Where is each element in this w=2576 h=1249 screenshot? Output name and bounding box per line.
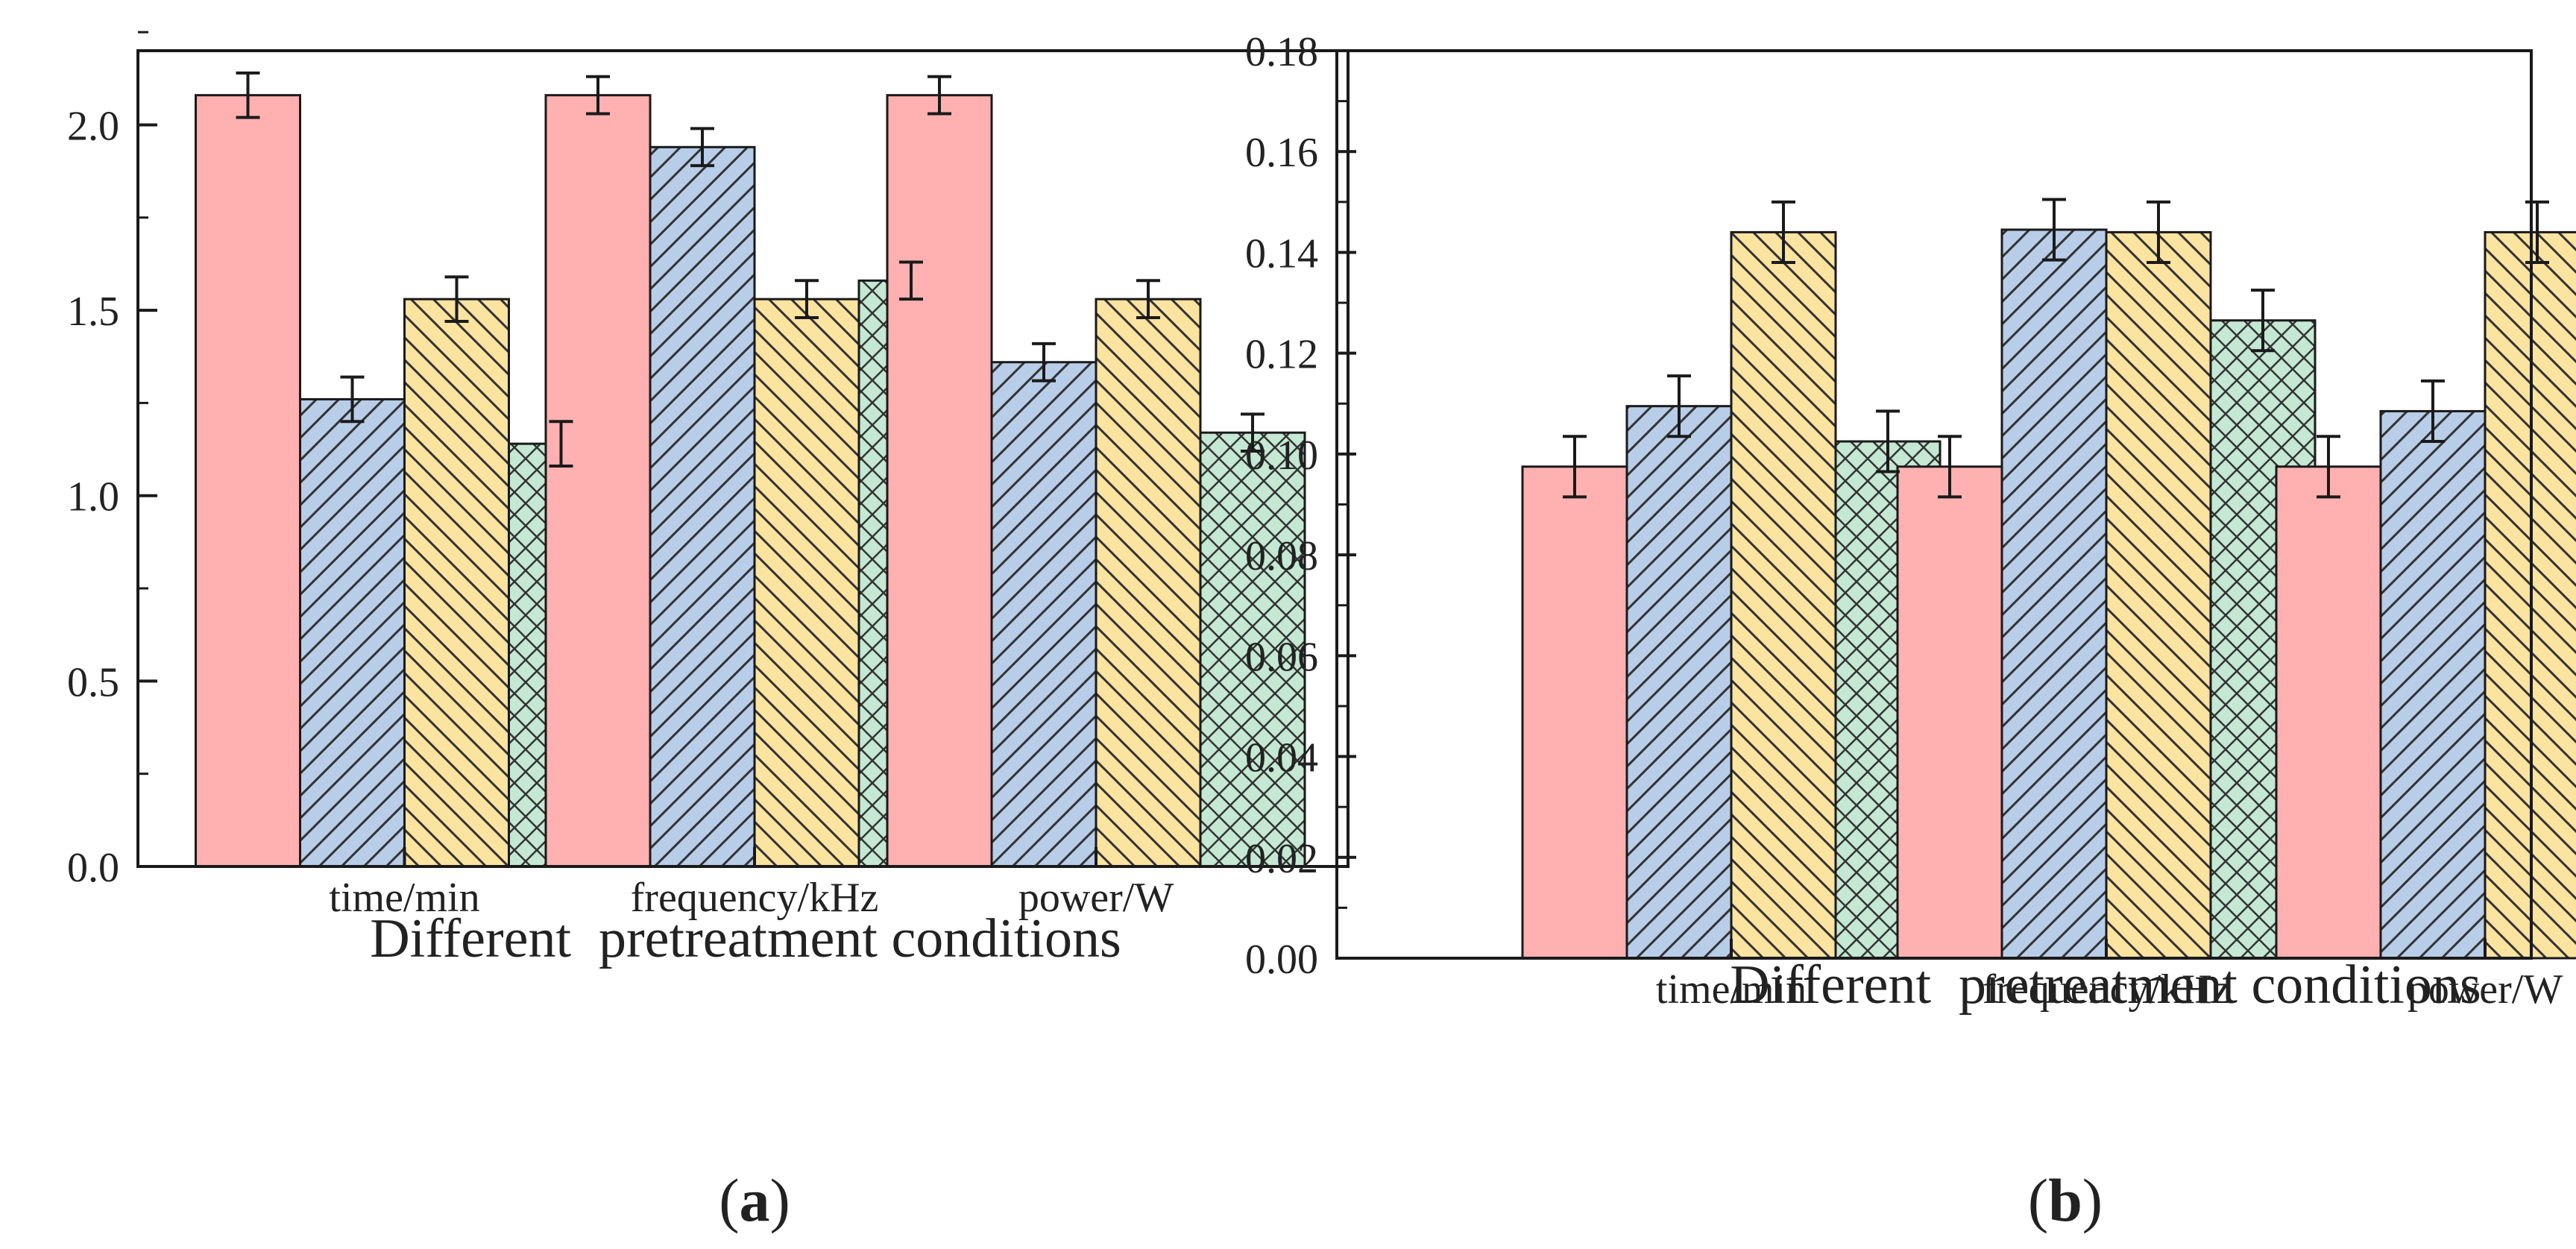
- panel-label-b-letter: b: [2048, 1166, 2082, 1234]
- error-bar-a-0-1: [340, 375, 365, 424]
- y-tick-labels-a: 0.0 0.5 1.0 1.5 2.0: [67, 103, 119, 891]
- error-bar-b-1-1: [2042, 198, 2066, 262]
- error-bar-a-2-0: [928, 75, 951, 116]
- bars-a: [195, 94, 1306, 868]
- error-bar-a-1-1: [690, 127, 714, 168]
- panel-label-b: (b): [2028, 1166, 2103, 1234]
- y-tick-label-b-6: 0.12: [1245, 332, 1318, 378]
- category-label-a-1: frequency/kHz: [631, 875, 879, 921]
- error-bar-a-2-3: [1241, 412, 1265, 453]
- y-tick-label-b-7: 0.14: [1245, 230, 1318, 277]
- error-bar-a-1-2: [795, 279, 819, 320]
- error-bar-a-2-2: [1136, 279, 1160, 320]
- bar-b-1-0: [1896, 465, 2003, 960]
- category-labels-b: time/min frequency/kHz power/W: [1656, 966, 2563, 1013]
- bar-b-0-1: [1625, 405, 1733, 960]
- y-tick-label-b-9: 0.18: [1245, 29, 1318, 75]
- y-tick-label-b-5: 0.10: [1245, 432, 1318, 479]
- bar-b-2-0: [2275, 465, 2382, 960]
- y-tick-labels-b: 0.00 0.02 0.04 0.06 0.08 0.10 0.12 0.14 0.16 0.18: [1245, 29, 1318, 983]
- y-tick-label-a-2: 1.0: [67, 474, 119, 520]
- y-tick-label-b-3: 0.06: [1245, 634, 1318, 680]
- bar-b-1-2: [2105, 230, 2212, 960]
- error-bar-a-2-1: [1032, 342, 1056, 383]
- bar-a-0-2: [403, 298, 510, 868]
- plot-frame-a: [136, 49, 1350, 868]
- error-bar-b-0-2: [1772, 200, 1795, 264]
- bar-a-0-0: [195, 94, 301, 868]
- y-tick-label-b-2: 0.04: [1245, 735, 1318, 781]
- error-bar-b-1-2: [2147, 200, 2170, 264]
- bars-b: [1521, 228, 2576, 960]
- y-tick-label-a-0: 0.0: [67, 845, 119, 891]
- error-bar-b-0-3: [1876, 409, 1900, 474]
- bar-a-2-2: [1095, 298, 1202, 868]
- axis-ticks-b: [1337, 49, 2487, 960]
- bar-a-1-0: [544, 94, 652, 868]
- category-label-a-0: time/min: [329, 875, 479, 921]
- chart-panel-a: 0.0 0.5 1.0 1.5 2.0 time/min frequency/kHz pow…: [67, 31, 1350, 969]
- bar-a-2-1: [990, 361, 1098, 868]
- error-bar-b-0-0: [1563, 435, 1587, 499]
- y-tick-label-b-1: 0.02: [1245, 836, 1318, 882]
- error-bar-b-2-2: [2525, 200, 2549, 264]
- category-label-a-2: power/W: [1018, 875, 1174, 921]
- error-bar-a-0-0: [236, 71, 260, 119]
- category-label-b-2: power/W: [2407, 966, 2563, 1013]
- y-tick-label-a-1: 0.5: [67, 659, 119, 705]
- bar-a-1-1: [649, 145, 756, 868]
- bar-a-2-0: [886, 94, 993, 868]
- error-bar-a-0-2: [444, 275, 469, 324]
- panel-label-a-letter: a: [740, 1166, 770, 1234]
- category-labels-a: time/min frequency/kHz power/W: [329, 875, 1174, 921]
- error-bar-b-1-0: [1938, 435, 1962, 499]
- error-bar-a-1-3: [899, 260, 923, 301]
- bar-b-1-1: [2000, 228, 2108, 960]
- panel-label-b-open: (: [2028, 1166, 2048, 1234]
- bar-a-1-2: [753, 298, 860, 868]
- x-axis-title-a: Different pretreatment conditions: [370, 908, 1121, 969]
- error-bar-b-2-1: [2421, 379, 2445, 443]
- error-bar-a-0-3: [549, 420, 573, 468]
- error-bars-a: [236, 71, 1265, 468]
- y-tick-label-b-4: 0.08: [1245, 533, 1318, 579]
- error-bar-b-1-3: [2251, 289, 2275, 353]
- category-label-b-0: time/min: [1656, 966, 1807, 1013]
- y-tick-label-b-8: 0.16: [1245, 130, 1318, 176]
- panel-label-a: (a): [719, 1166, 790, 1234]
- panel-label-b-close: ): [2082, 1166, 2103, 1234]
- x-axis-title-b: Different pretreatment conditions: [1730, 954, 2481, 1016]
- error-bar-b-2-0: [2317, 435, 2340, 499]
- bar-b-0-2: [1730, 230, 1837, 960]
- panel-label-a-close: ): [770, 1166, 790, 1234]
- y-tick-label-b-0: 0.00: [1245, 937, 1318, 983]
- category-label-b-1: frequency/kHz: [1983, 966, 2231, 1013]
- bar-b-2-1: [2379, 409, 2487, 960]
- error-bar-a-1-0: [586, 75, 610, 116]
- axis-ticks-a: [138, 31, 1098, 868]
- bar-a-0-1: [299, 397, 406, 868]
- chart-panel-b: 0.00 0.02 0.04 0.06 0.08 0.10 0.12 0.14 0.16 0.18…: [1245, 29, 2576, 1016]
- panel-label-a-open: (: [719, 1166, 739, 1234]
- y-tick-label-a-4: 2.0: [67, 103, 119, 149]
- y-tick-label-a-3: 1.5: [67, 289, 119, 335]
- error-bar-b-0-1: [1667, 374, 1691, 438]
- bar-b-0-0: [1521, 465, 1628, 960]
- error-bars-b: [1563, 198, 2549, 499]
